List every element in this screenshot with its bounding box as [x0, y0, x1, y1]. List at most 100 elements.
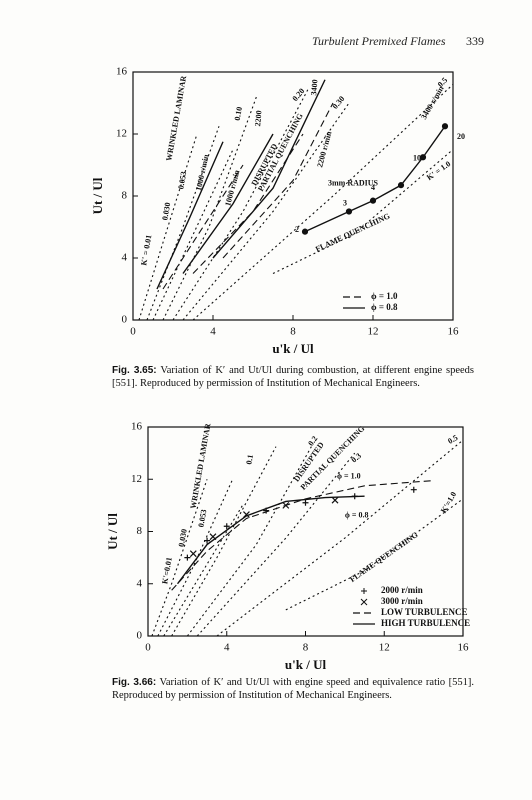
- series-line: [222, 102, 334, 259]
- annotation: 0.30: [331, 94, 347, 111]
- marker: [302, 499, 309, 506]
- y-tick-label: 8: [122, 190, 128, 202]
- legend-label: LOW TURBULENCE: [381, 607, 467, 617]
- marker: [331, 496, 339, 504]
- x-tick-label: 16: [458, 642, 470, 654]
- caption-label: Fig. 3.65:: [112, 365, 157, 376]
- x-tick-label: 12: [368, 326, 379, 338]
- annotation: 1000 r/min: [194, 153, 211, 192]
- legend-label: HIGH TURBULENCE: [381, 618, 470, 628]
- marker: [419, 154, 427, 161]
- annotation: PARTIAL QUENCHING: [256, 112, 305, 193]
- annotation: K' = 0.01: [139, 234, 153, 266]
- series-line: [171, 480, 434, 591]
- x-tick-label: 4: [210, 326, 216, 338]
- caption-text: Variation of K′ and Ut/Ul during combust…: [112, 365, 474, 389]
- legend-swatch: [360, 598, 368, 606]
- series-line: [216, 439, 464, 637]
- annotation: ϕ = 1.0: [337, 471, 361, 480]
- annotation: 2200: [253, 110, 263, 127]
- series-line: [212, 79, 326, 259]
- marker: [223, 523, 230, 530]
- legend-label: ϕ = 1.0: [371, 291, 398, 301]
- series-line: [304, 125, 446, 233]
- marker: [189, 550, 197, 558]
- marker: [369, 197, 377, 204]
- annotation: 3400 r/min: [419, 84, 446, 121]
- annotation: 0.5: [446, 433, 459, 446]
- series-line: [156, 141, 224, 290]
- running-head: Turbulent Premixed Flames: [312, 34, 446, 48]
- x-axis-label: u'k / Ul: [285, 657, 327, 672]
- annotation: 10: [413, 154, 421, 163]
- y-tick-label: 12: [116, 128, 127, 140]
- page-number: 339: [466, 34, 484, 48]
- annotation: K'=1.0: [439, 490, 458, 514]
- annotation: FLAME QUENCHING: [348, 530, 420, 584]
- chart: 0 4 8 12 16 0 4 8 12 16 u'k / Ul Ut / Ul WRINKLED LA…: [105, 421, 470, 672]
- annotation: WRINKLED LAMINAR: [164, 75, 188, 162]
- chart: 0 4 8 12 16 0 4 8 12 16 u'k / Ul Ut / Ul WRINKLED LA…: [90, 66, 465, 356]
- y-tick-label: 0: [122, 314, 128, 326]
- marker: [397, 182, 405, 189]
- series-line: [272, 149, 454, 274]
- y-axis-label: Ut / Ul: [90, 177, 105, 214]
- series-line: [192, 83, 454, 321]
- series-line: [192, 133, 304, 274]
- series-line: [163, 505, 243, 637]
- series-line: [172, 87, 310, 321]
- x-tick-label: 8: [290, 326, 296, 338]
- marker: [184, 554, 191, 561]
- annotation: 1000 r/min: [223, 168, 241, 207]
- series-line: [182, 133, 274, 274]
- series-line: [182, 102, 350, 321]
- series-line: [146, 126, 220, 321]
- series-line: [171, 446, 277, 637]
- annotation: 0.030: [177, 528, 189, 547]
- legend-swatch: [361, 588, 367, 594]
- legend-label: 2000 r/min: [381, 585, 423, 595]
- y-tick-label: 12: [131, 473, 142, 485]
- series-line: [138, 133, 198, 321]
- marker: [441, 123, 449, 130]
- y-tick-label: 8: [137, 525, 143, 537]
- y-tick-label: 4: [122, 252, 128, 264]
- y-tick-label: 16: [116, 66, 128, 78]
- annotation: 0.1: [244, 454, 255, 465]
- annotation: 20: [457, 132, 465, 141]
- annotation: 2: [295, 225, 299, 234]
- series-line: [186, 446, 312, 637]
- series-line: [152, 149, 234, 321]
- annotation: 3mm RADIUS: [328, 178, 379, 187]
- series-line: [285, 498, 464, 611]
- x-tick-label: 16: [448, 326, 460, 338]
- annotation: 0.030: [160, 202, 172, 221]
- annotation: K'=0.01: [160, 556, 174, 584]
- series-line: [176, 495, 365, 585]
- series-line: [157, 479, 234, 637]
- caption: Fig. 3.65: Variation of K′ and Ut/Ul dur…: [112, 364, 474, 390]
- x-axis-label: u'k / Ul: [272, 341, 314, 356]
- caption-label: Fig. 3.66:: [112, 677, 157, 688]
- annotation: 0.3: [350, 451, 363, 464]
- y-axis-label: Ut / Ul: [105, 513, 120, 550]
- annotation: K' = 1.0: [425, 159, 452, 182]
- x-tick-label: 4: [224, 642, 230, 654]
- caption: Fig. 3.66: Variation of K′ and Ut/Ul wit…: [112, 676, 474, 702]
- annotation: 3400: [309, 79, 319, 96]
- legend-label: ϕ = 0.8: [371, 302, 398, 312]
- annotation: 4: [371, 183, 375, 192]
- y-tick-label: 4: [137, 577, 143, 589]
- annotation: FLAME QUENCHING: [314, 211, 391, 253]
- series-line: [151, 479, 208, 637]
- x-tick-label: 0: [145, 642, 151, 654]
- series-line: [196, 452, 356, 637]
- marker: [345, 208, 353, 215]
- annotation: 3: [343, 199, 347, 208]
- marker: [410, 486, 417, 493]
- y-tick-label: 16: [131, 421, 143, 433]
- annotation: 0.053: [176, 171, 188, 190]
- marker: [301, 228, 309, 235]
